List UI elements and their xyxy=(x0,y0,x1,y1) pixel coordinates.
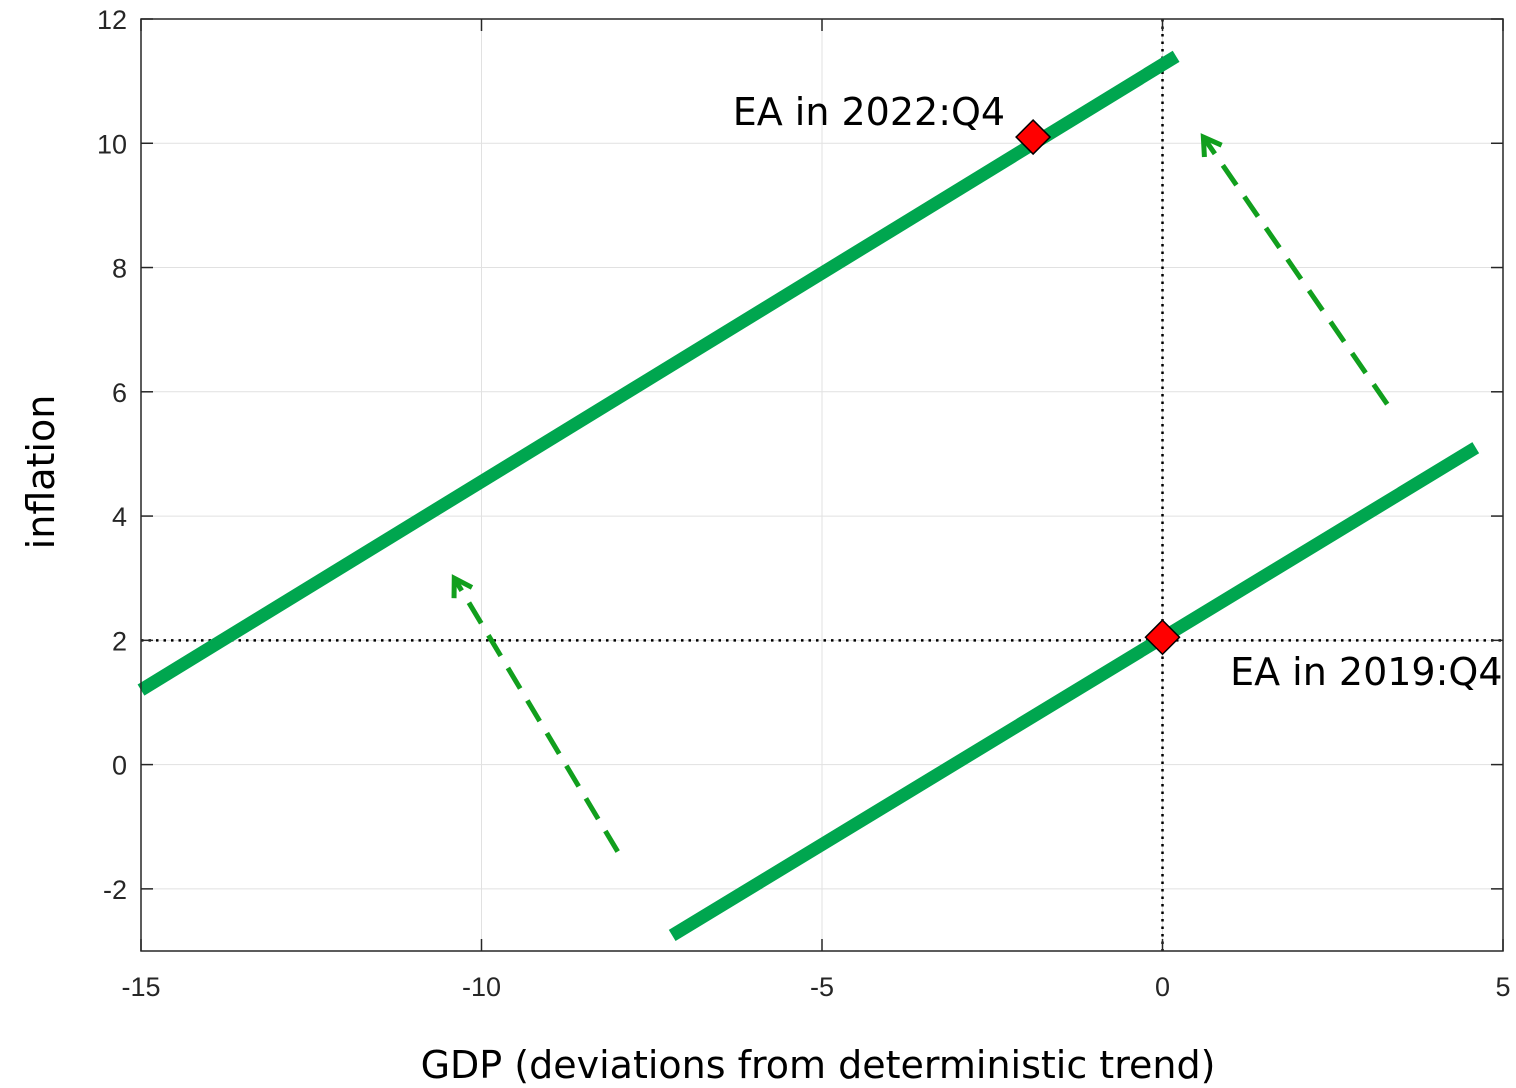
axes-layer xyxy=(140,18,1504,952)
annotation-label-2: EA in 2019:Q4 xyxy=(1230,650,1502,694)
shift-arrow-2 xyxy=(1200,133,1390,406)
data-point-diamond-1 xyxy=(1015,118,1052,156)
marker-layer xyxy=(1015,118,1181,656)
x-axis-title: GDP (deviations from deterministic trend… xyxy=(421,1043,1216,1087)
data-point-diamond-2 xyxy=(1144,619,1181,656)
x-tick-label: 5 xyxy=(1495,972,1510,1002)
y-tick-label: 4 xyxy=(112,502,127,532)
reference-lines xyxy=(141,19,1503,951)
tick-labels: -15 -10 -5 0 5 -2 0 2 4 6 8 10 12 xyxy=(97,5,1511,1002)
y-tick-label: 8 xyxy=(112,254,127,284)
x-tick-label: -15 xyxy=(121,972,160,1002)
x-tick-label: -10 xyxy=(462,972,501,1002)
y-axis-title: inflation xyxy=(19,395,63,550)
x-tick-label: -5 xyxy=(810,972,834,1002)
y-tick-label: 10 xyxy=(97,129,127,159)
y-tick-label: 6 xyxy=(112,378,127,408)
y-tick-label: -2 xyxy=(103,875,127,905)
y-tick-label: 2 xyxy=(112,626,127,656)
y-tick-label: 0 xyxy=(112,751,127,781)
arrow-layer xyxy=(451,133,1390,853)
series-line-2 xyxy=(668,442,1480,942)
series-layer xyxy=(137,50,1480,942)
grid-layer xyxy=(141,19,1503,951)
shift-arrow-head-2 xyxy=(1200,133,1223,158)
series-line-1 xyxy=(137,50,1180,696)
shift-arrow-head-1 xyxy=(451,574,474,599)
y-tick-label: 12 xyxy=(97,5,127,35)
annotation-labels: EA in 2022:Q4 EA in 2019:Q4 xyxy=(733,90,1503,694)
shift-arrow-1 xyxy=(451,574,620,853)
shift-arrow-shaft-2 xyxy=(1201,135,1390,406)
shift-arrow-shaft-1 xyxy=(452,576,620,853)
x-tick-label: 0 xyxy=(1155,972,1170,1002)
annotation-label-1: EA in 2022:Q4 xyxy=(733,90,1005,134)
